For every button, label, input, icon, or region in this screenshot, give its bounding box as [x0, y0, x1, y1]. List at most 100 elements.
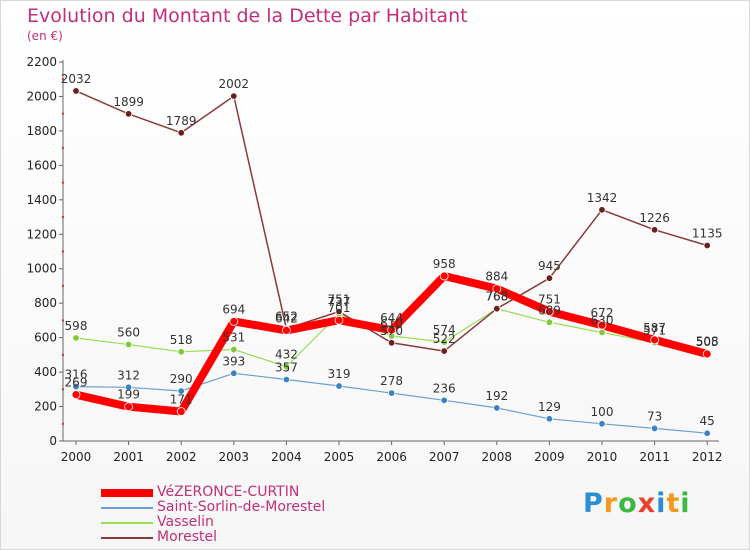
- data-point: [281, 326, 291, 335]
- data-label: 571: [643, 324, 666, 338]
- data-label: 694: [222, 302, 245, 316]
- data-point: [176, 407, 186, 416]
- legend: VéZERONCE-CURTIN Saint-Sorlin-de-Moreste…: [101, 484, 401, 545]
- data-point: [334, 315, 344, 325]
- y-tick-label: 200: [34, 400, 57, 414]
- data-label: 672: [591, 306, 614, 320]
- data-point: [230, 345, 238, 354]
- data-point: [650, 226, 659, 234]
- x-tick-label: 2004: [271, 450, 302, 464]
- data-point: [230, 92, 238, 100]
- data-point: [650, 424, 659, 433]
- legend-label-vasselin: Vasselin: [157, 514, 214, 530]
- logo-letter: i: [656, 488, 667, 519]
- data-label: 171: [170, 393, 193, 407]
- legend-swatch-vasselin: [101, 522, 153, 524]
- chart-subtitle: (en €): [27, 29, 63, 43]
- proxiti-logo: Proxiti: [583, 488, 691, 519]
- x-tick-label: 2009: [534, 450, 565, 464]
- data-point: [492, 284, 502, 294]
- data-point: [440, 347, 448, 355]
- data-point: [650, 335, 659, 345]
- data-label: 508: [696, 334, 719, 348]
- data-point: [545, 318, 554, 327]
- legend-label-vezeronce-curtin: VéZERONCE-CURTIN: [157, 484, 300, 500]
- series-points: [71, 87, 712, 437]
- data-point: [72, 334, 80, 342]
- data-label: 945: [538, 259, 561, 273]
- data-point: [229, 317, 239, 326]
- data-label: 630: [591, 313, 614, 327]
- data-label: 644: [380, 311, 403, 325]
- data-label: 393: [222, 354, 245, 368]
- x-tick-label: 2011: [639, 450, 670, 464]
- data-label: 236: [433, 381, 456, 395]
- data-label: 432: [275, 348, 298, 362]
- data-point: [72, 382, 80, 391]
- x-tick-label: 2001: [113, 450, 144, 464]
- data-label: 1789: [166, 114, 197, 128]
- data-label: 312: [117, 368, 140, 382]
- data-label: 192: [485, 389, 508, 403]
- data-label: 1899: [113, 95, 144, 109]
- data-point: [71, 390, 81, 400]
- data-point: [177, 348, 185, 356]
- data-label: 701: [328, 301, 351, 315]
- x-tick-label: 2005: [324, 450, 355, 464]
- y-tick-label: 0: [49, 434, 57, 448]
- x-tick-label: 2008: [482, 450, 513, 464]
- data-label: 768: [485, 290, 508, 304]
- legend-swatch-morestel: [101, 537, 153, 539]
- data-point: [493, 304, 501, 313]
- data-label: 1135: [692, 226, 723, 240]
- data-point: [440, 338, 448, 346]
- data-label: 2002: [219, 77, 250, 91]
- data-point: [387, 389, 396, 397]
- data-label: 652: [275, 310, 298, 324]
- data-point: [177, 387, 185, 395]
- data-point: [702, 349, 712, 359]
- data-point: [703, 429, 711, 437]
- data-point: [335, 307, 343, 316]
- logo-letter: o: [618, 488, 638, 519]
- legend-label-morestel: Morestel: [157, 529, 217, 545]
- data-label: 505: [696, 335, 719, 349]
- data-label: 199: [117, 388, 140, 402]
- x-tick-label: 2000: [61, 450, 92, 464]
- data-label: 2032: [61, 72, 92, 86]
- data-label: 357: [275, 360, 298, 374]
- data-label: 574: [433, 323, 456, 337]
- data-label: 570: [380, 324, 403, 338]
- data-label: 560: [117, 326, 140, 340]
- y-tick-label: 600: [34, 331, 57, 345]
- data-label: 958: [433, 257, 456, 271]
- data-point: [598, 328, 606, 337]
- data-label: 269: [65, 376, 88, 390]
- logo-letter: i: [680, 488, 691, 519]
- data-label: 598: [65, 319, 88, 333]
- y-tick-label: 2000: [26, 89, 57, 103]
- data-label: 45: [700, 414, 715, 428]
- data-point: [124, 383, 133, 391]
- data-label: 642: [275, 311, 298, 325]
- data-point: [597, 320, 607, 330]
- y-tick-label: 1600: [26, 158, 57, 172]
- y-tick-label: 2200: [26, 55, 57, 69]
- data-point: [545, 307, 554, 317]
- x-tick-label: 2002: [166, 450, 197, 464]
- logo-letter: x: [637, 488, 657, 519]
- data-point: [387, 339, 396, 347]
- data-label: 319: [328, 367, 351, 381]
- legend-swatch-saint-sorlin-de-morestel: [101, 507, 153, 509]
- data-label: 1342: [587, 191, 618, 205]
- data-label: 1226: [639, 211, 670, 225]
- data-label: 522: [433, 332, 456, 346]
- data-point: [72, 87, 80, 95]
- data-label: 100: [591, 405, 614, 419]
- data-label: 751: [538, 293, 561, 307]
- x-tick-label: 2007: [429, 450, 460, 464]
- data-point: [440, 396, 448, 405]
- series-labels: 316 312 290 393 357 319 278 236 192 129 100 73 45 598…: [61, 72, 723, 428]
